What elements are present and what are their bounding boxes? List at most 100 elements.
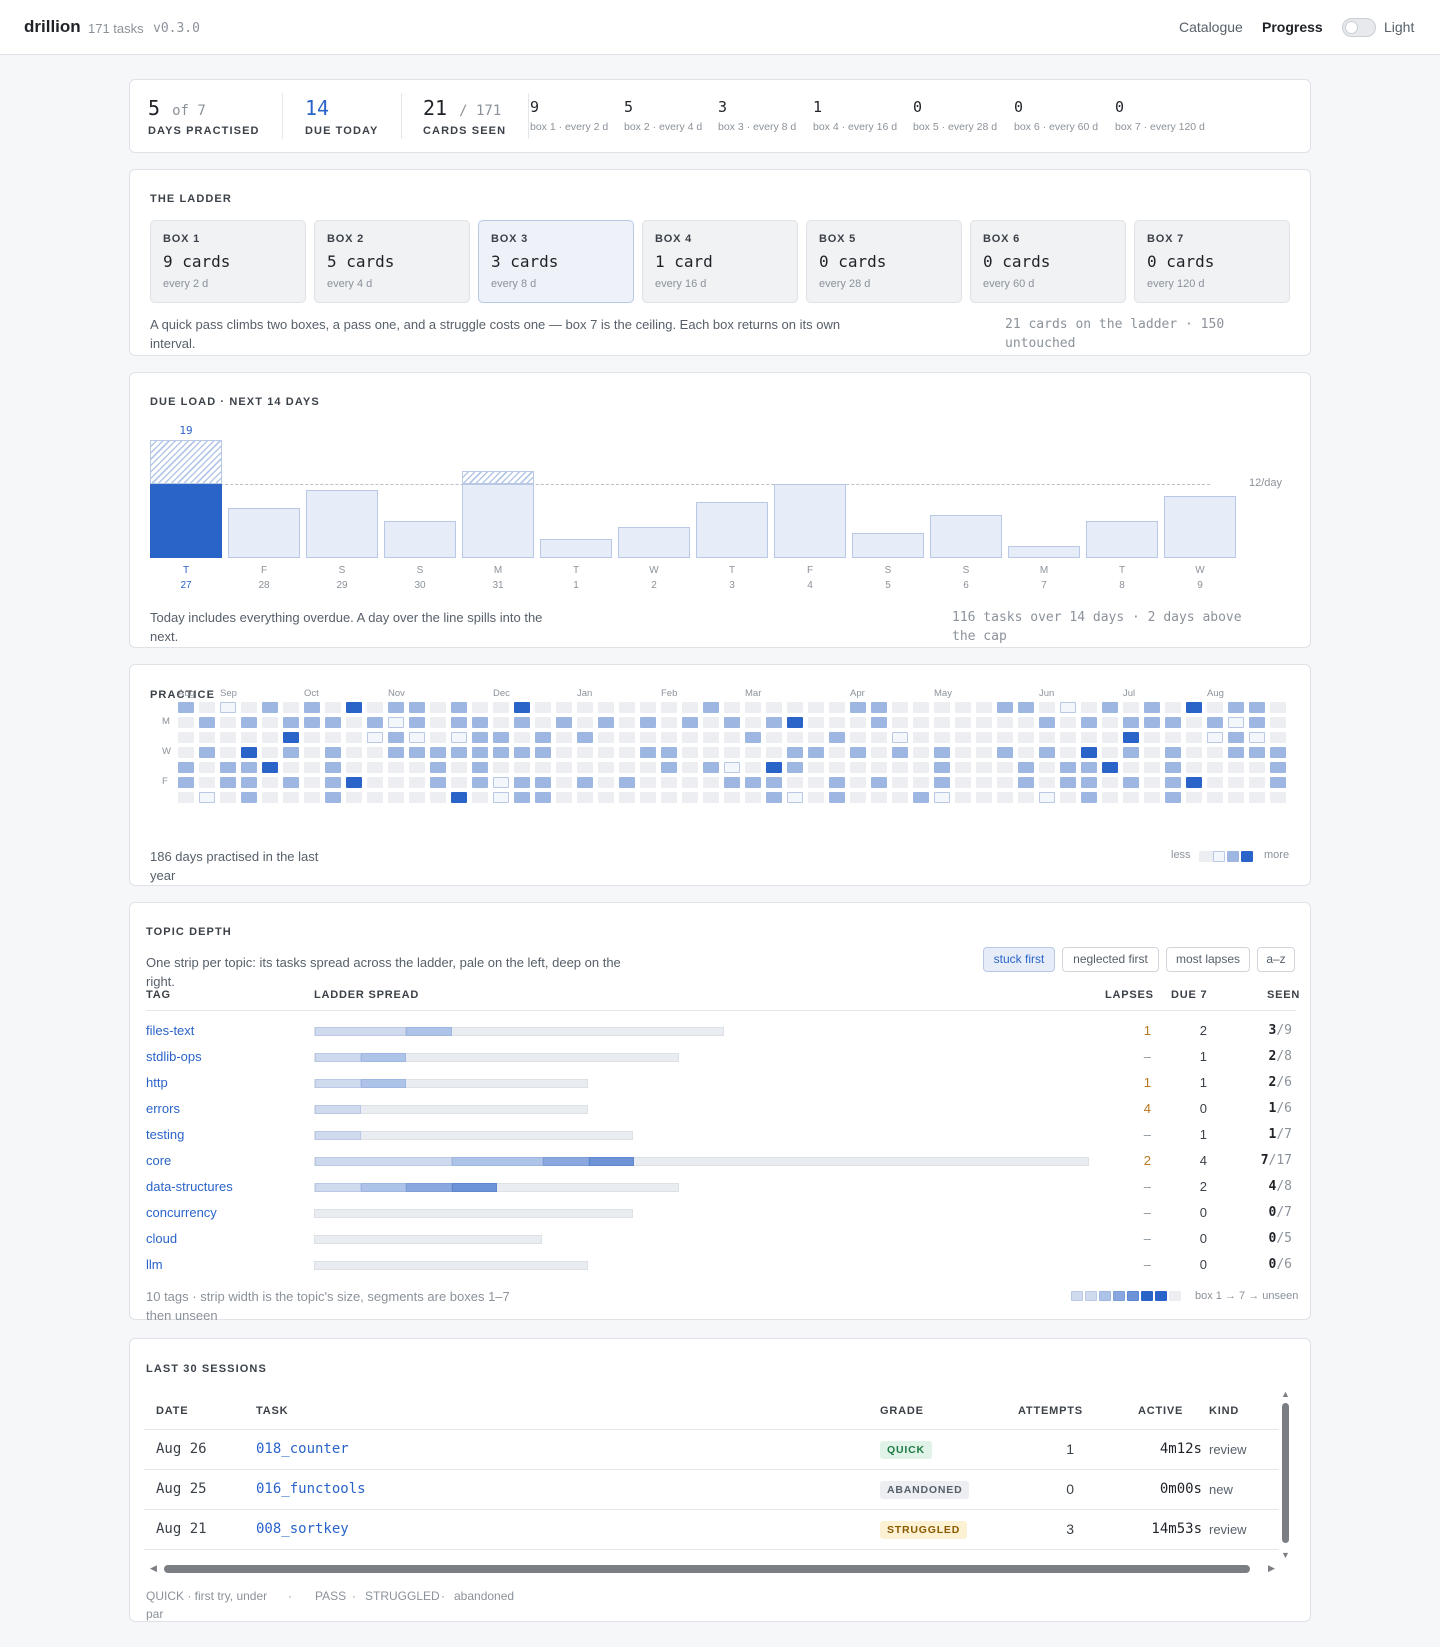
practice-day-cell[interactable] — [1081, 762, 1097, 773]
practice-day-cell[interactable] — [955, 777, 971, 788]
practice-day-cell[interactable] — [703, 792, 719, 803]
practice-day-cell[interactable] — [1186, 792, 1202, 803]
practice-day-cell[interactable] — [724, 777, 740, 788]
practice-day-cell[interactable] — [1165, 747, 1181, 758]
practice-day-cell[interactable] — [892, 777, 908, 788]
practice-day-cell[interactable] — [1165, 732, 1181, 743]
practice-day-cell[interactable] — [262, 777, 278, 788]
practice-day-cell[interactable] — [409, 732, 425, 743]
practice-day-cell[interactable] — [871, 777, 887, 788]
practice-day-cell[interactable] — [1102, 732, 1118, 743]
practice-day-cell[interactable] — [430, 777, 446, 788]
practice-day-cell[interactable] — [535, 702, 551, 713]
practice-day-cell[interactable] — [1165, 792, 1181, 803]
practice-day-cell[interactable] — [934, 777, 950, 788]
practice-day-cell[interactable] — [1018, 747, 1034, 758]
practice-day-cell[interactable] — [976, 747, 992, 758]
practice-day-cell[interactable] — [535, 762, 551, 773]
practice-day-cell[interactable] — [913, 777, 929, 788]
practice-day-cell[interactable] — [871, 747, 887, 758]
practice-day-cell[interactable] — [325, 702, 341, 713]
practice-day-cell[interactable] — [829, 717, 845, 728]
practice-day-cell[interactable] — [1123, 717, 1139, 728]
practice-day-cell[interactable] — [976, 732, 992, 743]
practice-day-cell[interactable] — [640, 792, 656, 803]
practice-day-cell[interactable] — [178, 717, 194, 728]
practice-day-cell[interactable] — [871, 762, 887, 773]
practice-day-cell[interactable] — [1060, 702, 1076, 713]
practice-day-cell[interactable] — [1249, 792, 1265, 803]
practice-day-cell[interactable] — [934, 717, 950, 728]
practice-day-cell[interactable] — [1102, 702, 1118, 713]
practice-day-cell[interactable] — [619, 702, 635, 713]
practice-day-cell[interactable] — [787, 717, 803, 728]
practice-day-cell[interactable] — [367, 777, 383, 788]
practice-day-cell[interactable] — [1081, 717, 1097, 728]
practice-day-cell[interactable] — [745, 777, 761, 788]
topic-tag-http[interactable]: http — [146, 1075, 168, 1090]
brand-name[interactable]: drillion — [24, 17, 81, 36]
practice-day-cell[interactable] — [1165, 717, 1181, 728]
practice-day-cell[interactable] — [955, 717, 971, 728]
practice-day-cell[interactable] — [451, 702, 467, 713]
practice-day-cell[interactable] — [997, 762, 1013, 773]
topic-tag-cloud[interactable]: cloud — [146, 1231, 178, 1246]
practice-day-cell[interactable] — [535, 717, 551, 728]
practice-day-cell[interactable] — [430, 717, 446, 728]
practice-day-cell[interactable] — [1102, 717, 1118, 728]
practice-day-cell[interactable] — [619, 792, 635, 803]
practice-day-cell[interactable] — [598, 792, 614, 803]
practice-day-cell[interactable] — [262, 762, 278, 773]
practice-day-cell[interactable] — [997, 777, 1013, 788]
practice-day-cell[interactable] — [619, 717, 635, 728]
practice-day-cell[interactable] — [913, 792, 929, 803]
practice-day-cell[interactable] — [451, 732, 467, 743]
practice-day-cell[interactable] — [1081, 792, 1097, 803]
practice-day-cell[interactable] — [1270, 732, 1286, 743]
practice-day-cell[interactable] — [598, 777, 614, 788]
practice-day-cell[interactable] — [178, 762, 194, 773]
practice-day-cell[interactable] — [304, 732, 320, 743]
practice-day-cell[interactable] — [220, 747, 236, 758]
practice-day-cell[interactable] — [388, 792, 404, 803]
practice-day-cell[interactable] — [703, 747, 719, 758]
practice-day-cell[interactable] — [451, 792, 467, 803]
practice-day-cell[interactable] — [367, 762, 383, 773]
practice-day-cell[interactable] — [1018, 792, 1034, 803]
practice-day-cell[interactable] — [1102, 762, 1118, 773]
practice-day-cell[interactable] — [346, 717, 362, 728]
practice-day-cell[interactable] — [556, 777, 572, 788]
practice-day-cell[interactable] — [787, 702, 803, 713]
practice-day-cell[interactable] — [997, 747, 1013, 758]
practice-day-cell[interactable] — [808, 747, 824, 758]
practice-day-cell[interactable] — [808, 762, 824, 773]
practice-day-cell[interactable] — [1270, 702, 1286, 713]
practice-day-cell[interactable] — [598, 747, 614, 758]
practice-day-cell[interactable] — [787, 747, 803, 758]
practice-day-cell[interactable] — [556, 717, 572, 728]
practice-day-cell[interactable] — [1123, 762, 1139, 773]
practice-day-cell[interactable] — [724, 732, 740, 743]
practice-day-cell[interactable] — [1060, 717, 1076, 728]
practice-day-cell[interactable] — [1207, 702, 1223, 713]
practice-day-cell[interactable] — [199, 792, 215, 803]
practice-day-cell[interactable] — [976, 762, 992, 773]
practice-day-cell[interactable] — [1060, 777, 1076, 788]
practice-day-cell[interactable] — [703, 717, 719, 728]
ladder-box-7[interactable]: BOX 7 0 cards every 120 d — [1134, 220, 1290, 303]
scroll-down-arrow[interactable]: ▼ — [1281, 1550, 1290, 1560]
practice-day-cell[interactable] — [619, 732, 635, 743]
practice-day-cell[interactable] — [535, 792, 551, 803]
practice-day-cell[interactable] — [1144, 762, 1160, 773]
practice-day-cell[interactable] — [976, 717, 992, 728]
practice-day-cell[interactable] — [1144, 717, 1160, 728]
sessions-table[interactable]: DATE TASK GRADE ATTEMPTS ACTIVE KIND Aug… — [144, 1399, 1279, 1561]
practice-day-cell[interactable] — [388, 747, 404, 758]
practice-day-cell[interactable] — [199, 717, 215, 728]
topic-tag-stdlib-ops[interactable]: stdlib-ops — [146, 1049, 202, 1064]
practice-day-cell[interactable] — [1165, 762, 1181, 773]
practice-day-cell[interactable] — [766, 762, 782, 773]
practice-day-cell[interactable] — [535, 732, 551, 743]
topic-tag-errors[interactable]: errors — [146, 1101, 180, 1116]
horizontal-scrollbar[interactable] — [164, 1565, 1250, 1573]
